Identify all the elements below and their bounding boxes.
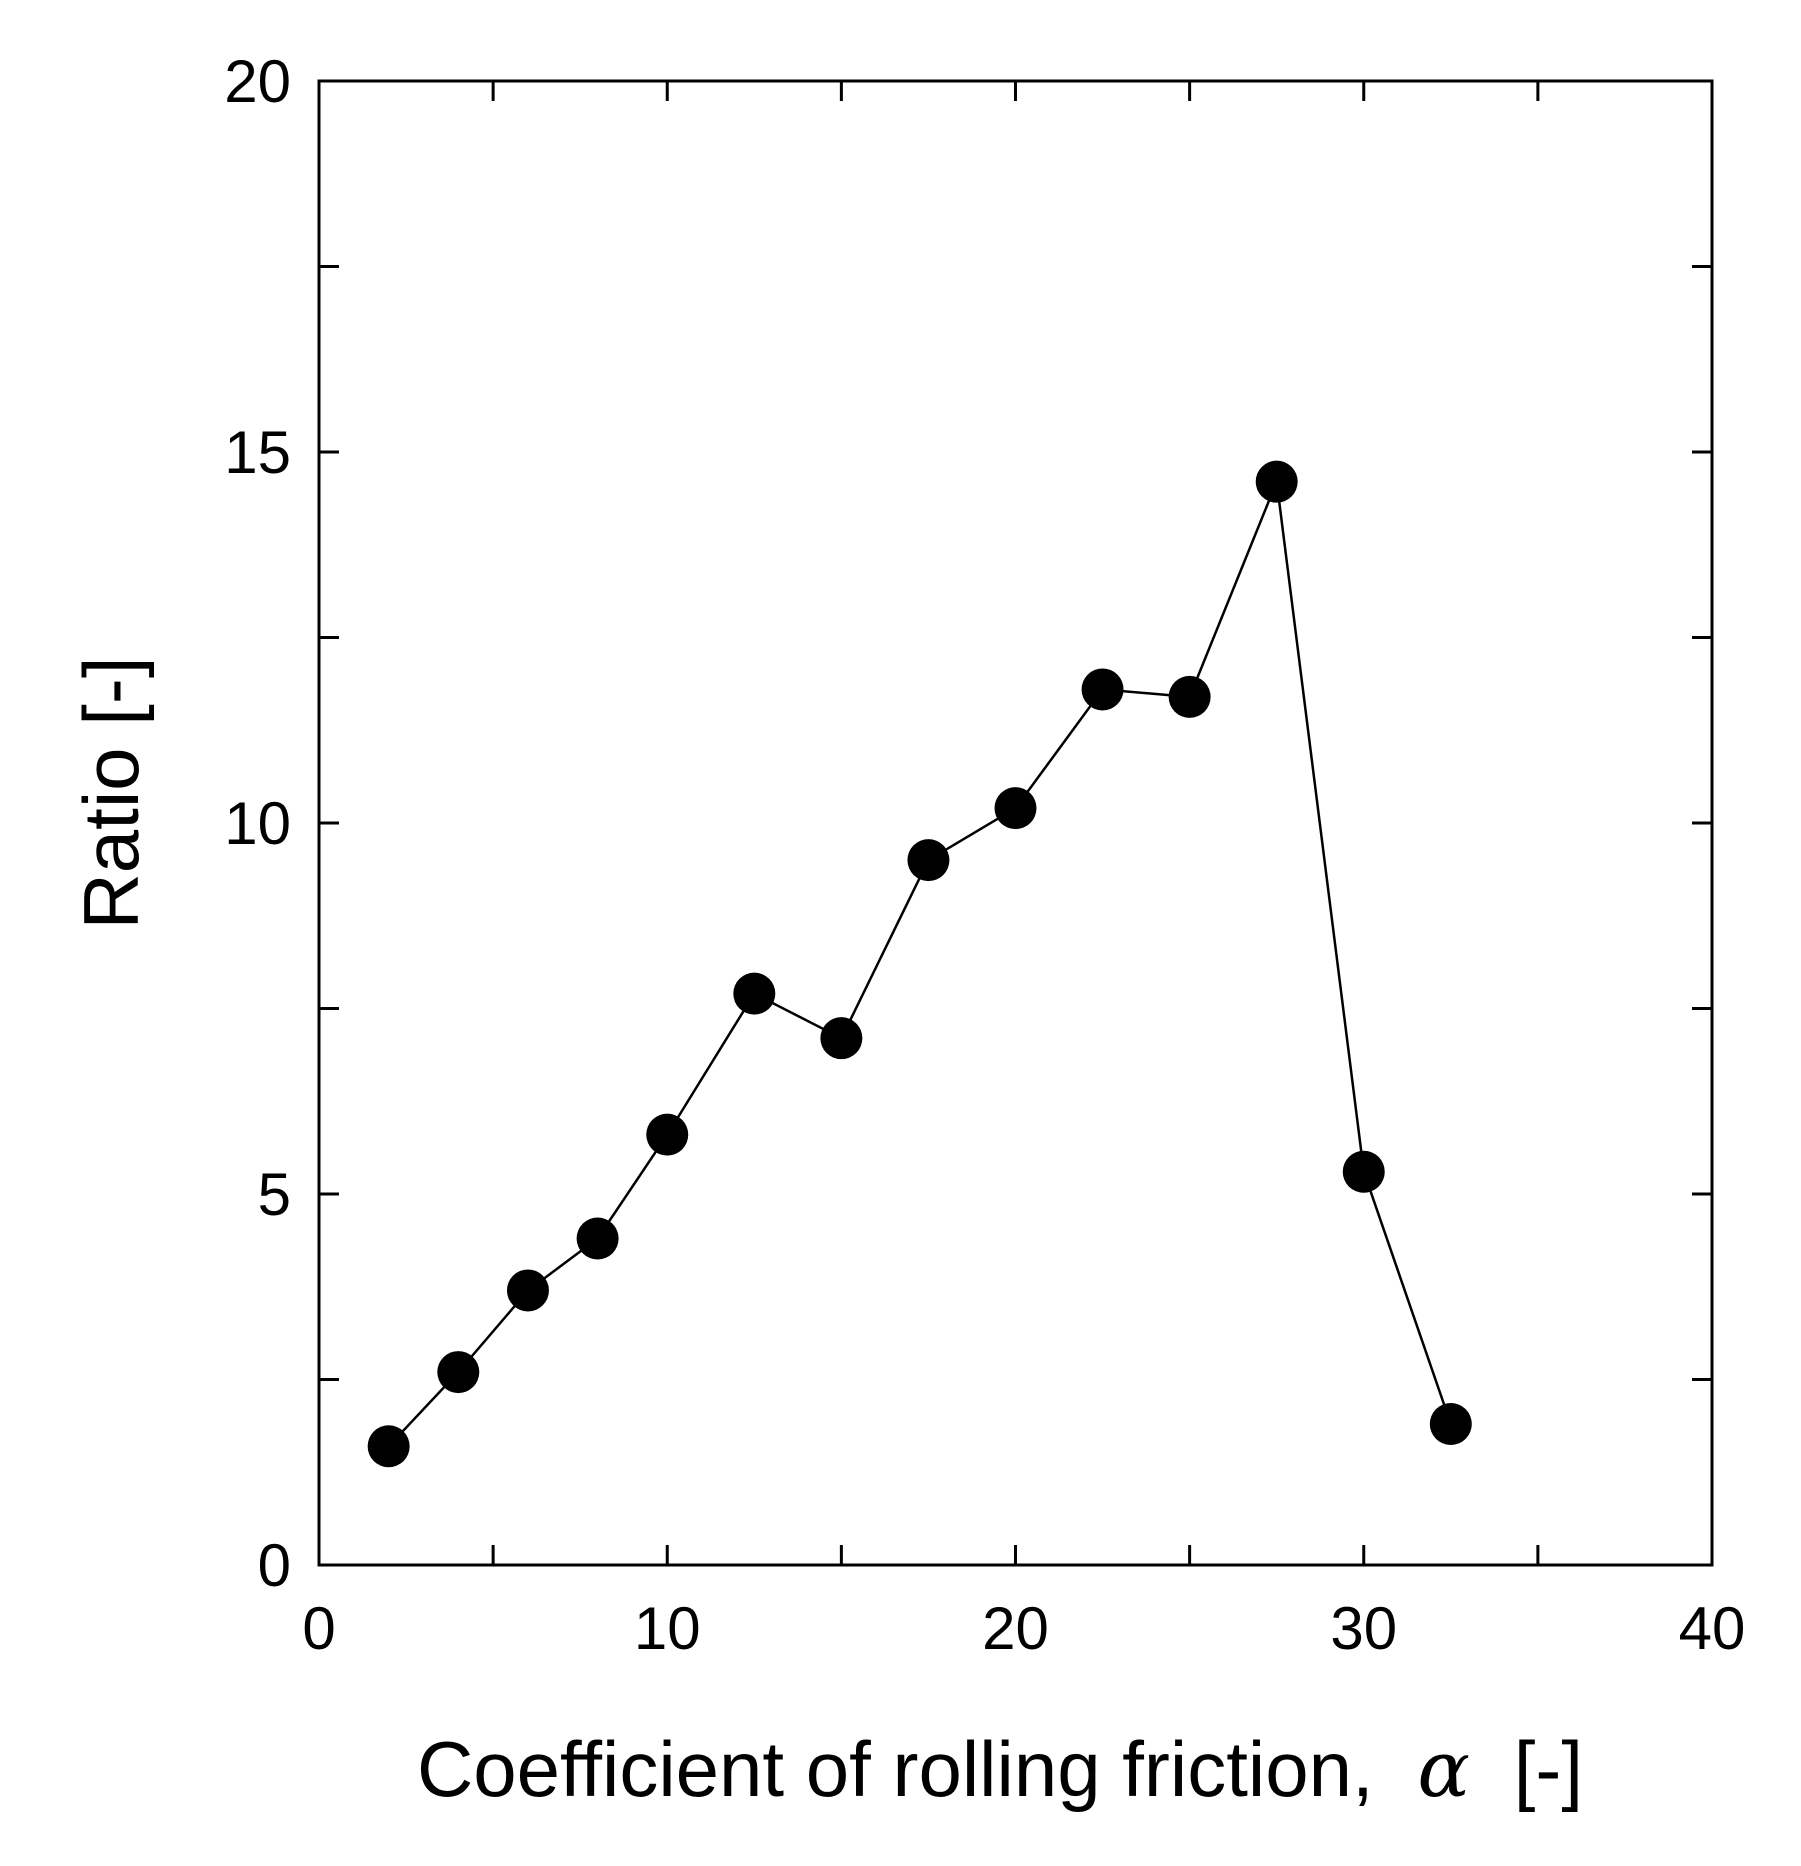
data-point	[367, 1425, 410, 1468]
x-tick-label: 0	[302, 1595, 335, 1662]
alpha-symbol: α	[1417, 1725, 1470, 1815]
data-point	[437, 1351, 480, 1394]
data-point	[994, 787, 1037, 830]
data-point	[1255, 460, 1298, 503]
x-axis-title: Coefficient of rolling friction, α [-]	[417, 1725, 1583, 1815]
y-tick-label: 15	[224, 419, 291, 486]
data-point	[820, 1017, 863, 1060]
y-tick-label: 10	[224, 790, 291, 857]
x-axis-title-text: Coefficient of rolling friction,	[417, 1725, 1374, 1813]
x-tick-label: 40	[1679, 1595, 1746, 1662]
data-points	[367, 460, 1472, 1468]
tick-labels: 0 10 20 30 40 0 5 10 15 20	[224, 48, 1745, 1662]
data-point	[506, 1269, 549, 1312]
plot-area	[317, 79, 1714, 1567]
axis-ticks	[319, 81, 1712, 1565]
data-point	[907, 839, 950, 882]
x-axis-title-unit: [-]	[1514, 1725, 1583, 1813]
y-tick-label: 5	[258, 1161, 291, 1228]
data-point	[576, 1217, 619, 1260]
data-point	[1081, 668, 1124, 711]
data-point	[1342, 1150, 1385, 1193]
data-point	[733, 972, 776, 1015]
series-line	[387, 476, 1452, 1448]
y-tick-label: 0	[258, 1532, 291, 1599]
x-tick-label: 30	[1330, 1595, 1397, 1662]
data-point	[1429, 1403, 1472, 1446]
x-tick-label: 10	[634, 1595, 701, 1662]
x-tick-label: 20	[982, 1595, 1049, 1662]
y-tick-label: 20	[224, 48, 291, 115]
y-axis-title: Ratio [-]	[67, 656, 155, 929]
data-point	[646, 1113, 689, 1156]
data-point	[1168, 675, 1211, 718]
